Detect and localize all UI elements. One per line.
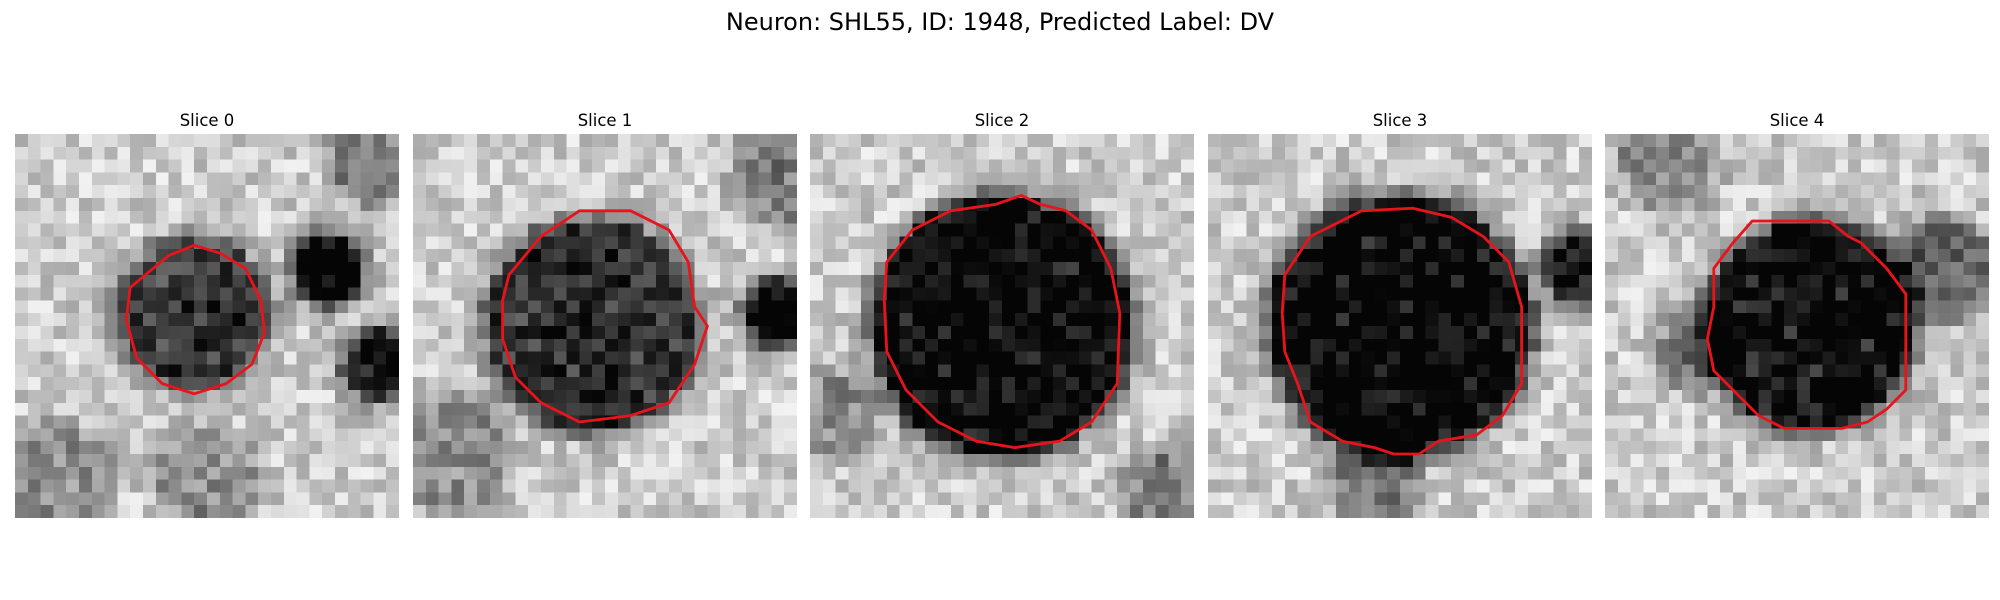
slice-title: Slice 1 [577,111,633,130]
roi-contour [501,209,709,424]
slice-image [413,134,797,518]
figure-title: Neuron: SHL55, ID: 1948, Predicted Label… [725,8,1275,36]
slice-title: Slice 0 [179,111,235,130]
roi-contour [124,243,267,396]
slice-image [1605,134,1989,518]
slice-image [15,134,399,518]
roi-contour [1705,219,1908,430]
slice-image [810,134,1194,518]
slice-title: Slice 4 [1769,111,1825,130]
slice-title: Slice 3 [1372,111,1428,130]
slice-panel-3: Slice 3 [1208,108,1592,518]
slice-panel-4: Slice 4 [1605,108,1989,518]
slice-panel-0: Slice 0 [15,108,399,518]
slice-title: Slice 2 [974,111,1030,130]
slice-panel-2: Slice 2 [810,108,1194,518]
slice-panel-1: Slice 1 [413,108,797,518]
slice-image [1208,134,1592,518]
roi-contour [1280,206,1524,456]
roi-contour [882,194,1122,450]
